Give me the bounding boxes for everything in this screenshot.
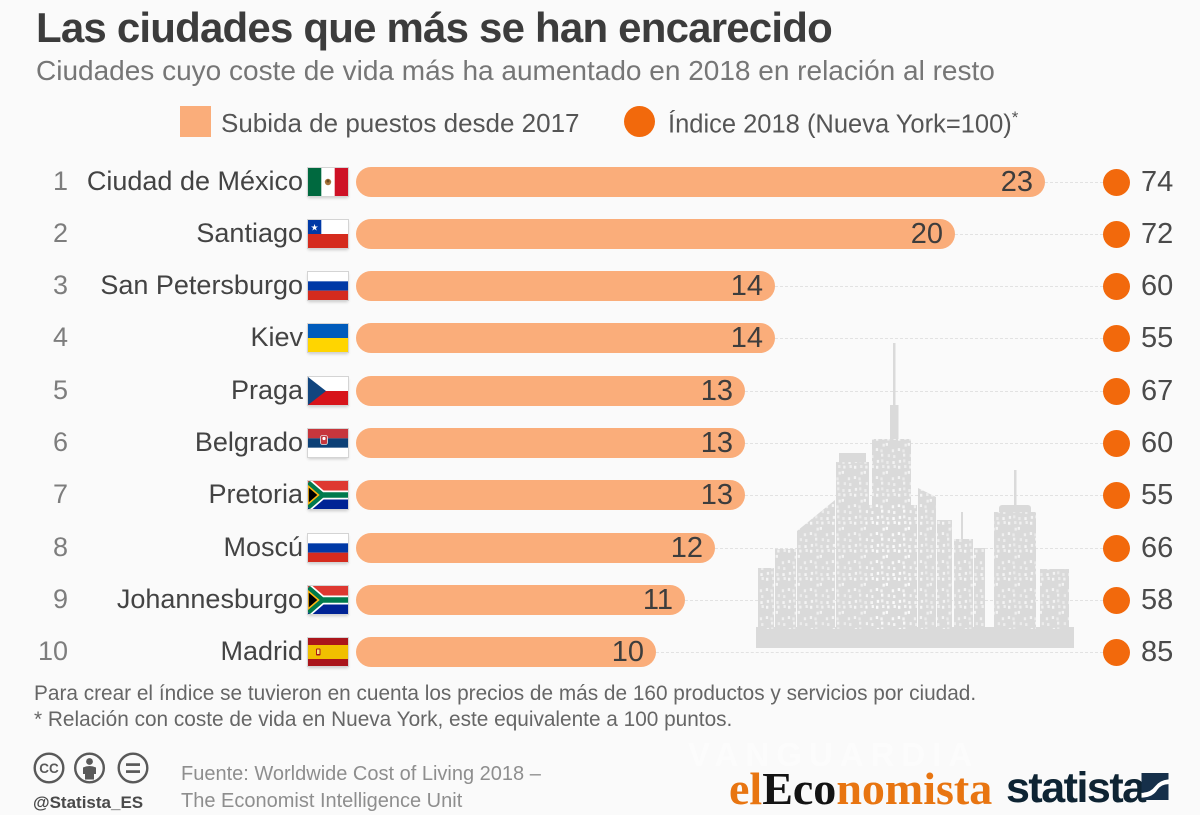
svg-text:★: ★	[311, 223, 319, 233]
svg-text:CC: CC	[39, 761, 59, 776]
